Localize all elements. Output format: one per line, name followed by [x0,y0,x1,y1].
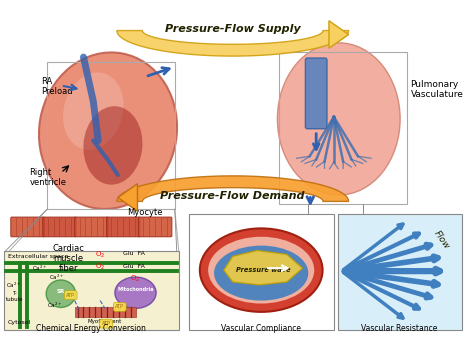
Text: SR: SR [57,289,65,294]
Text: Flow: Flow [433,229,452,251]
FancyBboxPatch shape [74,217,108,237]
FancyBboxPatch shape [338,214,462,330]
Text: Pulmonary
Vasculature: Pulmonary Vasculature [410,80,463,99]
Text: Vascular Resistance: Vascular Resistance [362,324,438,333]
Text: Cardiac
muscle
fiber: Cardiac muscle fiber [53,244,85,273]
Text: Vascular Compliance: Vascular Compliance [221,324,301,333]
Text: Ca$^{2+}$: Ca$^{2+}$ [6,281,21,290]
Text: Pressure-Flow Supply: Pressure-Flow Supply [165,24,301,33]
Text: O$_2$: O$_2$ [95,262,105,272]
Ellipse shape [83,106,143,185]
FancyBboxPatch shape [189,214,334,330]
Text: Right
ventricle: Right ventricle [29,168,66,187]
Text: Myocyte: Myocyte [128,208,163,217]
Text: Glu  FA: Glu FA [123,264,145,269]
Polygon shape [329,21,348,48]
Text: Pressure wave: Pressure wave [236,267,291,273]
FancyBboxPatch shape [4,251,179,330]
Text: O$_2$: O$_2$ [95,249,105,260]
FancyBboxPatch shape [74,308,136,317]
Ellipse shape [208,237,314,304]
Ellipse shape [63,72,124,150]
Text: Mitochondria: Mitochondria [117,287,154,292]
Text: Ca$^{2+}$: Ca$^{2+}$ [47,300,63,310]
Text: ATP: ATP [115,305,124,309]
Ellipse shape [46,280,76,308]
Polygon shape [117,30,348,56]
Polygon shape [224,250,302,285]
Text: ATP: ATP [101,321,110,326]
Ellipse shape [214,246,308,300]
Text: Chemical Energy Conversion: Chemical Energy Conversion [36,324,146,333]
Text: Ca$^{2+}$: Ca$^{2+}$ [49,273,64,282]
Text: RA
Preload: RA Preload [41,77,73,96]
Ellipse shape [115,277,156,309]
FancyBboxPatch shape [107,217,140,237]
Text: Myofilament: Myofilament [88,319,122,324]
FancyBboxPatch shape [43,217,76,237]
Text: Glu  FA: Glu FA [123,251,145,257]
Text: Cytosol: Cytosol [8,320,31,325]
Polygon shape [118,184,137,211]
Ellipse shape [200,228,323,312]
FancyBboxPatch shape [305,58,327,129]
FancyBboxPatch shape [138,217,172,237]
Ellipse shape [39,52,177,209]
Text: Ca$^{2+}$: Ca$^{2+}$ [32,264,48,273]
Text: O$_2$: O$_2$ [130,274,141,284]
Ellipse shape [277,43,400,195]
Text: ATP: ATP [66,293,75,298]
FancyBboxPatch shape [11,217,44,237]
Polygon shape [117,176,348,201]
Text: Pressure-Flow Demand: Pressure-Flow Demand [161,191,305,200]
Text: Extracellular space: Extracellular space [8,255,68,260]
Text: T-
tubule: T- tubule [6,291,24,301]
